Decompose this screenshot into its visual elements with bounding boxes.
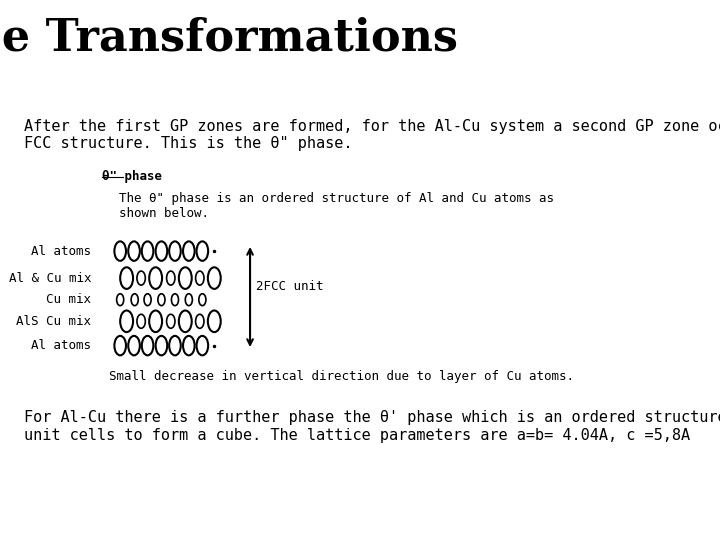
Text: For Al-Cu there is a further phase the θ' phase which is an ordered structure co: For Al-Cu there is a further phase the θ… <box>24 410 720 443</box>
Text: θ" phase: θ" phase <box>102 170 163 183</box>
Text: After the first GP zones are formed, for the Al-Cu system a second GP zone occur: After the first GP zones are formed, for… <box>24 119 720 151</box>
Text: Phase Transformations: Phase Transformations <box>0 16 458 59</box>
Text: Small decrease in vertical direction due to layer of Cu atoms.: Small decrease in vertical direction due… <box>109 370 574 383</box>
Text: Al atoms: Al atoms <box>31 245 91 258</box>
Text: AlS Cu mix: AlS Cu mix <box>16 315 91 328</box>
Text: The θ" phase is an ordered structure of Al and Cu atoms as
shown below.: The θ" phase is an ordered structure of … <box>119 192 554 220</box>
Text: Al atoms: Al atoms <box>31 339 91 352</box>
Text: Al & Cu mix: Al & Cu mix <box>9 272 91 285</box>
Text: Cu mix: Cu mix <box>46 293 91 306</box>
Text: 2FCC unit: 2FCC unit <box>256 280 323 293</box>
